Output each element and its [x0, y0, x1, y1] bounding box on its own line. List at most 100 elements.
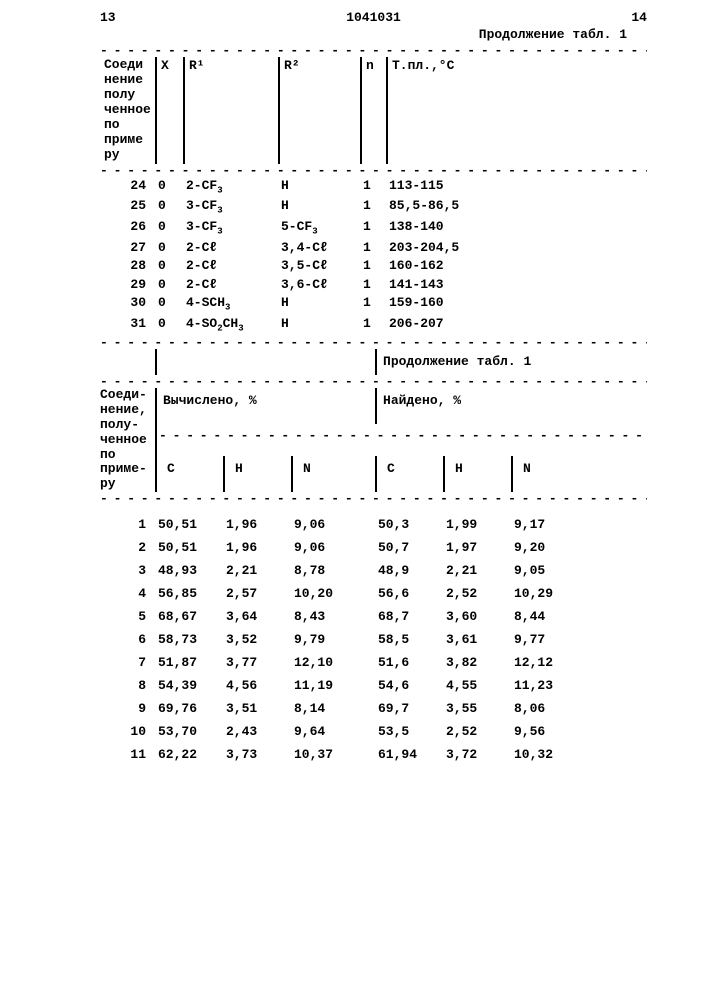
t1-cell: 0: [156, 294, 184, 315]
t2-cell: 8: [100, 674, 156, 697]
t1-cell: 0: [156, 257, 184, 275]
t2-cell: 1: [100, 513, 156, 536]
t2-cell: 2,57: [224, 582, 292, 605]
t2-cell: 56,6: [376, 582, 444, 605]
t1-h3: R²: [279, 57, 361, 164]
t1-cell: 1: [361, 315, 387, 336]
t2-cell: 58,5: [376, 628, 444, 651]
t1-cell: 206-207: [387, 315, 647, 336]
t2-cell: 3: [100, 559, 156, 582]
t2-cell: 48,9: [376, 559, 444, 582]
table-row: 456,852,5710,2056,62,5210,29: [100, 582, 647, 605]
t1-h0: Соеди нение полу ченное по приме ру: [104, 58, 151, 163]
table-row: 568,673,648,4368,73,608,44: [100, 605, 647, 628]
t1-cell: 0: [156, 177, 184, 198]
t2-cell: 2,52: [444, 720, 512, 743]
t1-cell: 3,4-Cℓ: [279, 239, 361, 257]
t2-cell: 3,61: [444, 628, 512, 651]
t2-cell: 2,21: [224, 559, 292, 582]
t2-cell: 50,3: [376, 513, 444, 536]
t2-cell: 11,19: [292, 674, 376, 697]
t2-cell: 61,94: [376, 743, 444, 766]
t2-cell: 56,85: [156, 582, 224, 605]
dash-row: - - - - - - - - - - - - - - - - - - - - …: [100, 44, 647, 57]
t1-cell: 3-CF3: [184, 197, 279, 218]
t2-group2: Найдено, %: [376, 388, 647, 424]
t1-cell: 27: [100, 239, 156, 257]
table-row: 2402-CF3H1113-115: [100, 177, 647, 198]
t2-cell: 5: [100, 605, 156, 628]
table-row: 2603-CF35-CF31138-140: [100, 218, 647, 239]
t2-cell: 2,52: [444, 582, 512, 605]
t2-cell: 8,14: [292, 697, 376, 720]
table-1-header-row: Соеди нение полу ченное по приме ру X R¹…: [100, 57, 647, 164]
t1-cell: H: [279, 294, 361, 315]
t2-h0: Соеди- нение, полу- ченное по приме- ру: [100, 388, 155, 493]
t1-cell: 1: [361, 177, 387, 198]
t1-cell: 0: [156, 276, 184, 294]
t1-cell: 3-CF3: [184, 218, 279, 239]
t2-cell: 4,55: [444, 674, 512, 697]
table-row: 1053,702,439,6453,52,529,56: [100, 720, 647, 743]
t2-cell: 9,64: [292, 720, 376, 743]
table-row: 854,394,5611,1954,64,5511,23: [100, 674, 647, 697]
t2-cell: 1,96: [224, 536, 292, 559]
t2-cell: 50,51: [156, 513, 224, 536]
t2-cell: 12,12: [512, 651, 647, 674]
t2-sub4: H: [444, 456, 512, 492]
t2-cell: 50,7: [376, 536, 444, 559]
t2-cell: 9,17: [512, 513, 647, 536]
t1-cell: 85,5-86,5: [387, 197, 647, 218]
t1-cell: H: [279, 177, 361, 198]
t2-cell: 51,6: [376, 651, 444, 674]
table-row: 658,733,529,7958,53,619,77: [100, 628, 647, 651]
t1-cell: 28: [100, 257, 156, 275]
t1-h2: R¹: [184, 57, 279, 164]
t2-cell: 9,05: [512, 559, 647, 582]
t2-cell: 1,96: [224, 513, 292, 536]
t2-cell: 3,52: [224, 628, 292, 651]
t1-cell: 2-Cℓ: [184, 276, 279, 294]
dash-row: - - - - - - - - - - - - - - - - - - - - …: [100, 164, 647, 177]
t1-cell: 203-204,5: [387, 239, 647, 257]
t2-cell: 62,22: [156, 743, 224, 766]
t1-cell: 1: [361, 294, 387, 315]
t2-cell: 10,32: [512, 743, 647, 766]
t2-cell: 54,6: [376, 674, 444, 697]
t1-cell: 26: [100, 218, 156, 239]
t1-cell: 25: [100, 197, 156, 218]
t1-cell: 31: [100, 315, 156, 336]
t2-cell: 9,06: [292, 536, 376, 559]
dash-row: - - - - - - - - - - - - - - - - - - - - …: [100, 492, 647, 505]
t2-sub0: C: [156, 456, 224, 492]
t2-cell: 1,97: [444, 536, 512, 559]
table-row: 2702-Cℓ3,4-Cℓ1203-204,5: [100, 239, 647, 257]
t1-cell: 0: [156, 218, 184, 239]
table-row: 1162,223,7310,3761,943,7210,32: [100, 743, 647, 766]
t1-cell: H: [279, 315, 361, 336]
t2-cell: 9,77: [512, 628, 647, 651]
t2-cell: 11: [100, 743, 156, 766]
t2-cell: 4,56: [224, 674, 292, 697]
t2-sub1: H: [224, 456, 292, 492]
t2-cell: 3,64: [224, 605, 292, 628]
t1-cell: 0: [156, 315, 184, 336]
dash-row: - - - - - - - - - - - - - - - - - - - - …: [100, 336, 647, 349]
t1-h4: n: [361, 57, 387, 164]
t1-cell: 113-115: [387, 177, 647, 198]
t2-cell: 68,67: [156, 605, 224, 628]
t2-cell: 69,7: [376, 697, 444, 720]
t1-cell: 30: [100, 294, 156, 315]
page-center: 1041031: [346, 10, 401, 25]
t2-cell: 3,55: [444, 697, 512, 720]
t2-cell: 53,5: [376, 720, 444, 743]
t1-cell: 4-SCH3: [184, 294, 279, 315]
t1-cell: 1: [361, 257, 387, 275]
t2-cell: 3,72: [444, 743, 512, 766]
continuation-label-1: Продолжение табл. 1: [100, 27, 647, 42]
table-row: 2902-Cℓ3,6-Cℓ1141-143: [100, 276, 647, 294]
t2-cell: 54,39: [156, 674, 224, 697]
t2-cell: 9,06: [292, 513, 376, 536]
table-2-top: Продолжение табл. 1: [100, 349, 647, 375]
t2-cell: 8,43: [292, 605, 376, 628]
